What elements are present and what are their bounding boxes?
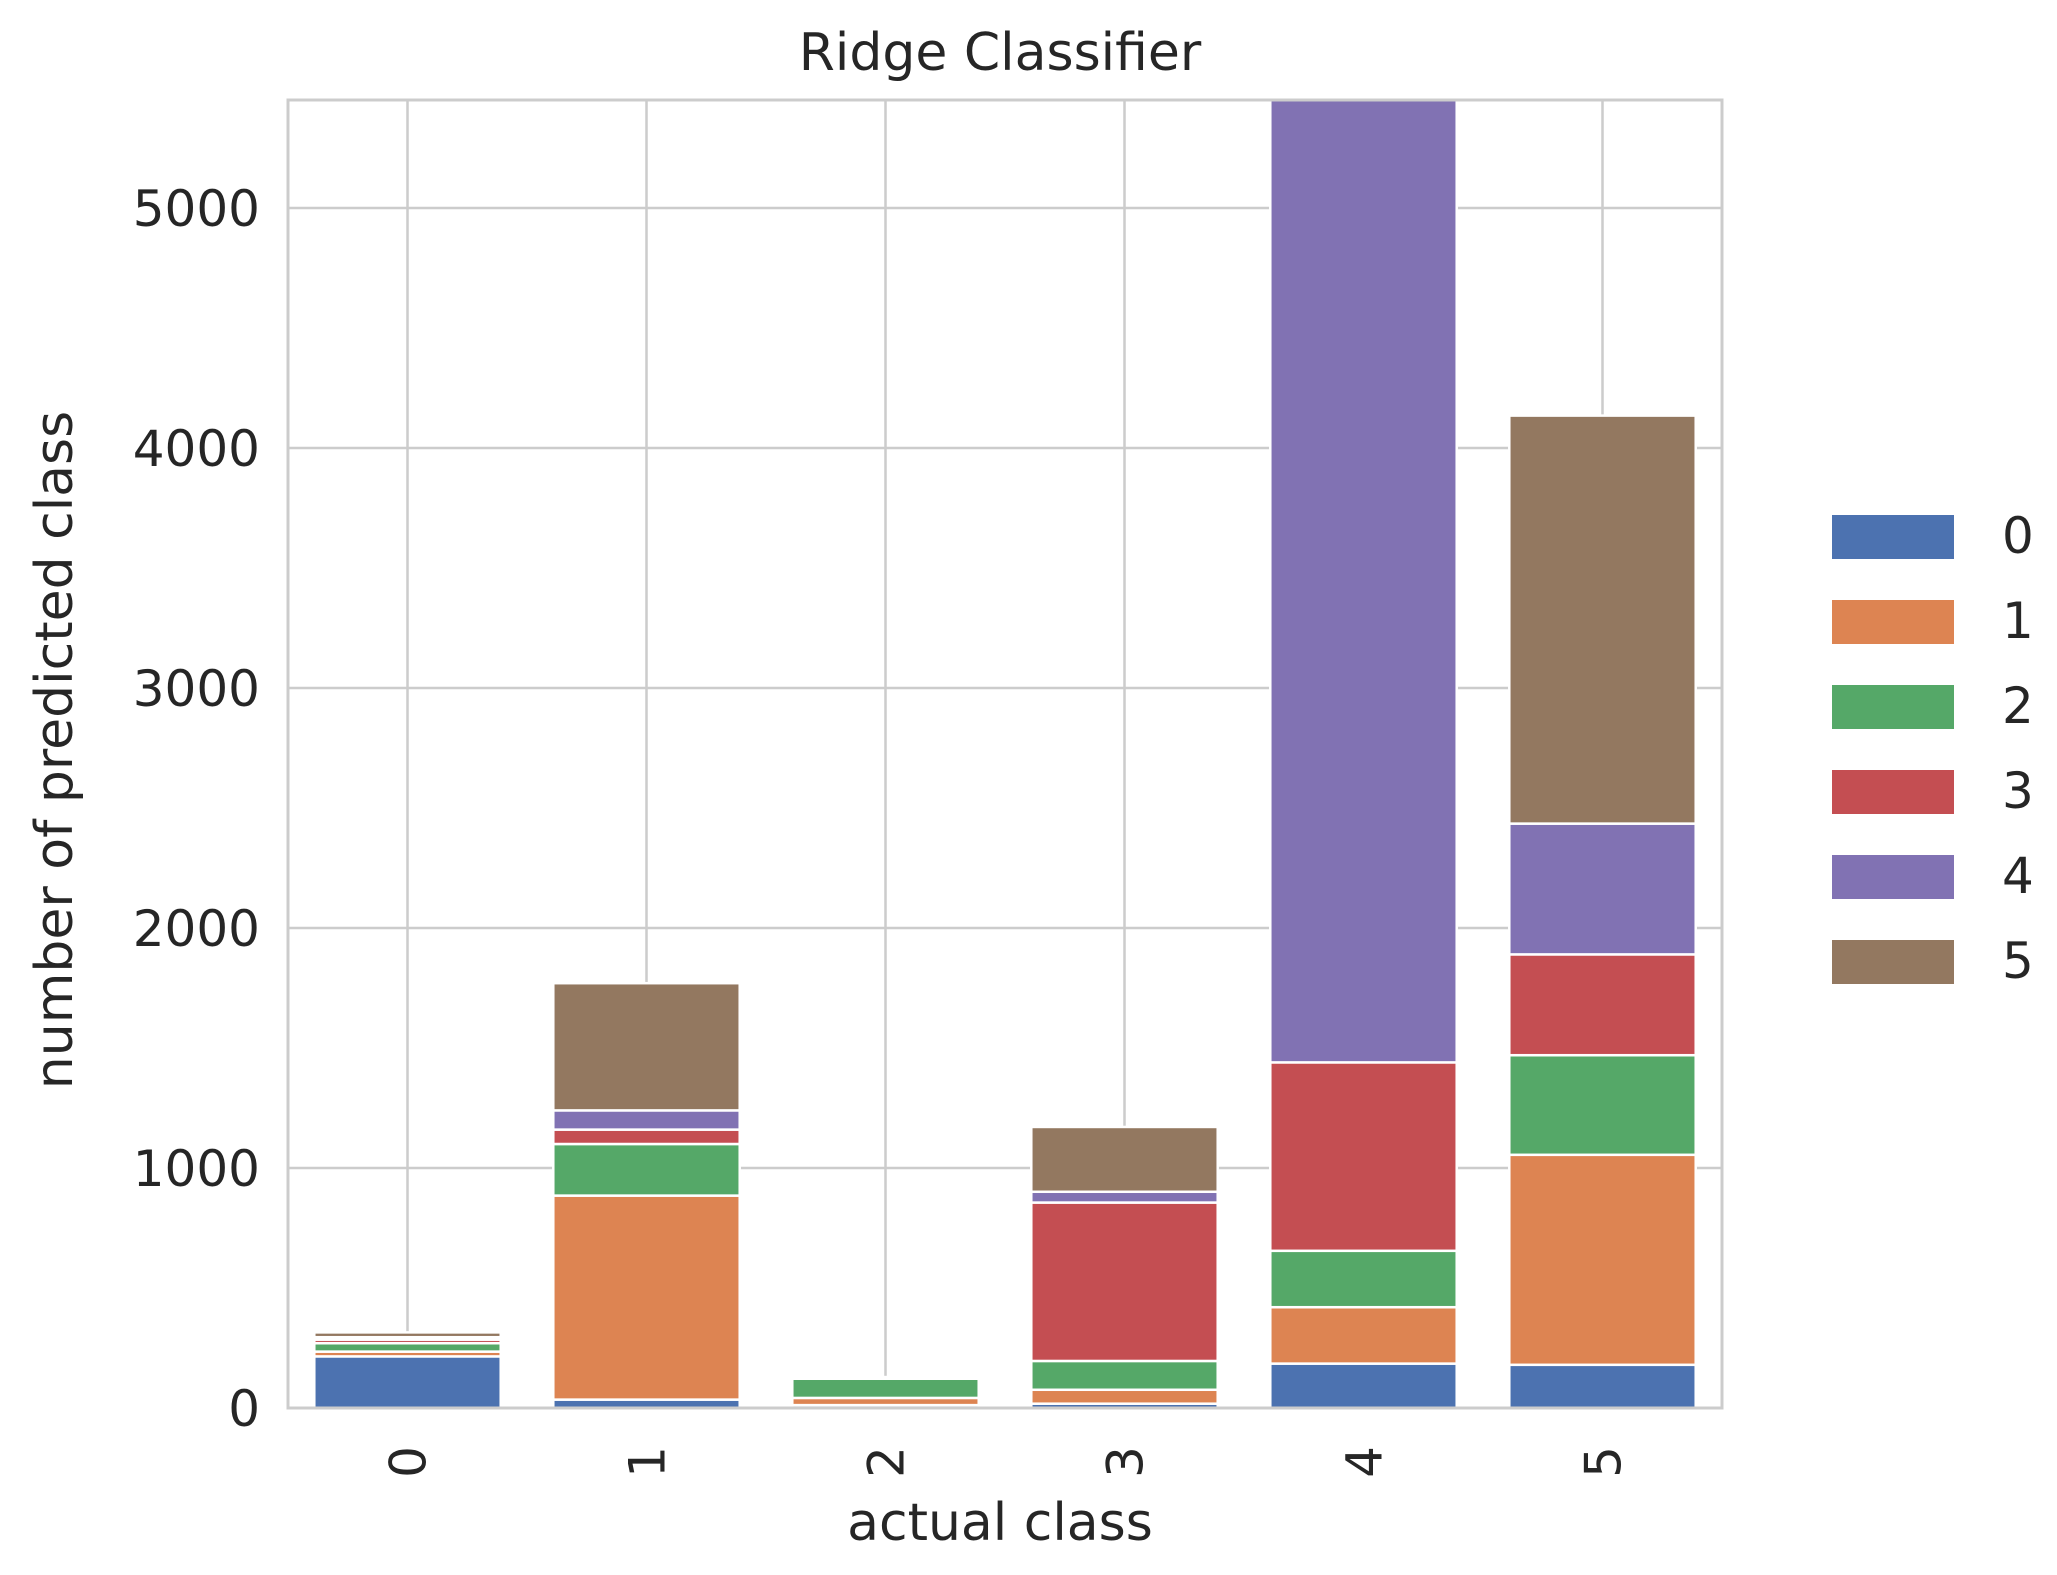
x-tick-labels: 0 1 2 3 4 5 (380, 1446, 1633, 1478)
x-tick-label: 3 (1097, 1446, 1155, 1478)
bar-segment (313, 1341, 502, 1353)
y-tick-label: 4000 (133, 420, 260, 478)
bar-segment (1508, 1053, 1697, 1157)
bar-segment (552, 1194, 741, 1401)
legend-label: 1 (2002, 592, 2034, 650)
bar-segment (1030, 1190, 1219, 1204)
bar-segment (313, 1331, 502, 1339)
x-tick-label: 5 (1575, 1446, 1633, 1478)
legend-swatch (1832, 515, 1954, 559)
y-tick-label: 3000 (133, 660, 260, 718)
chart-title: Ridge Classifier (799, 23, 1202, 83)
bar-segment (1508, 1153, 1697, 1367)
legend-label: 0 (2002, 507, 2034, 565)
bar-segment (1508, 414, 1697, 825)
bar-segment (1030, 1388, 1219, 1405)
bar-segment (1269, 1249, 1458, 1309)
bar-segment (1030, 1201, 1219, 1363)
bar-segment (552, 1142, 741, 1197)
legend-label: 3 (2002, 762, 2034, 820)
y-axis-label: number of predicted class (25, 411, 85, 1089)
legend-swatch (1832, 685, 1954, 729)
legend-swatch (1832, 600, 1954, 644)
legend-swatch (1832, 855, 1954, 899)
bar-segment (1269, 96, 1458, 1064)
grid-lines (288, 100, 1722, 1410)
x-axis-label: actual class (847, 1493, 1153, 1553)
bars (313, 96, 1697, 1410)
bar-segment (1030, 1125, 1219, 1194)
bar-segment (1269, 1362, 1458, 1410)
bar-segment (313, 1355, 502, 1410)
plot-frame (286, 98, 1724, 1410)
legend-label: 2 (2002, 677, 2034, 735)
legend: 0 1 2 3 4 5 (1832, 507, 2034, 990)
x-tick-label: 4 (1336, 1446, 1394, 1478)
legend-swatch (1832, 770, 1954, 814)
bar-segment (552, 1109, 741, 1131)
bar-segment (552, 1128, 741, 1146)
bar-segment (1508, 953, 1697, 1057)
legend-label: 5 (2002, 932, 2034, 990)
y-tick-label: 2000 (133, 900, 260, 958)
y-tick-label: 5000 (133, 180, 260, 238)
bar-segment (1269, 1305, 1458, 1365)
bar-segment (791, 1377, 980, 1400)
legend-label: 4 (2002, 847, 2034, 905)
x-tick-label: 0 (380, 1446, 438, 1478)
bar-segment (1508, 1363, 1697, 1410)
y-tick-label: 1000 (133, 1140, 260, 1198)
x-tick-label: 1 (619, 1446, 677, 1478)
bar-segment (1269, 1061, 1458, 1253)
y-tick-labels: 0 1000 2000 3000 4000 5000 (133, 180, 260, 1438)
x-tick-label: 2 (858, 1446, 916, 1478)
y-tick-label: 0 (228, 1380, 260, 1438)
bar-segment (1508, 822, 1697, 956)
legend-swatch (1832, 940, 1954, 984)
bar-segment (552, 981, 741, 1112)
bar-segment (1030, 1359, 1219, 1392)
